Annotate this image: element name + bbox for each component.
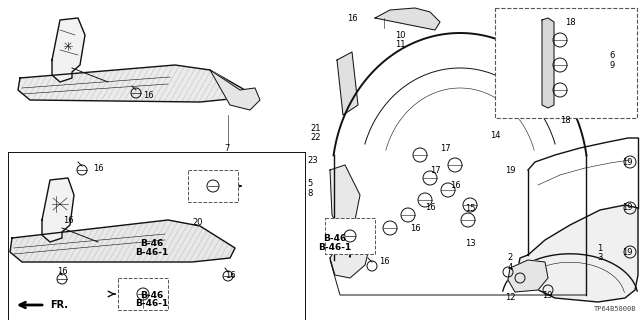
Text: 15: 15 xyxy=(465,204,476,212)
Text: 4: 4 xyxy=(508,262,513,271)
Text: 3: 3 xyxy=(597,253,603,262)
Text: 7: 7 xyxy=(224,143,230,153)
Polygon shape xyxy=(518,205,638,302)
Text: FR.: FR. xyxy=(50,300,68,310)
Text: 23: 23 xyxy=(308,156,318,164)
Text: 11: 11 xyxy=(395,39,405,49)
Text: 13: 13 xyxy=(465,238,476,247)
Text: 2: 2 xyxy=(508,253,513,262)
Bar xyxy=(495,8,637,118)
Text: 16: 16 xyxy=(143,91,154,100)
Text: 22: 22 xyxy=(311,132,321,141)
Text: B-46-1: B-46-1 xyxy=(136,247,168,257)
Polygon shape xyxy=(52,18,85,82)
Text: 19: 19 xyxy=(505,165,515,174)
Text: TP64B5000B: TP64B5000B xyxy=(593,306,636,312)
Polygon shape xyxy=(10,220,235,262)
Text: 16: 16 xyxy=(347,13,357,22)
Text: 16: 16 xyxy=(63,215,74,225)
Text: 5: 5 xyxy=(307,179,312,188)
Text: 9: 9 xyxy=(609,60,614,69)
Text: 19: 19 xyxy=(621,247,632,257)
Text: 18: 18 xyxy=(560,116,570,124)
Text: 17: 17 xyxy=(429,165,440,174)
Text: B-46: B-46 xyxy=(323,234,347,243)
Text: 19: 19 xyxy=(621,157,632,166)
Text: B-46-1: B-46-1 xyxy=(136,300,168,308)
Text: 16: 16 xyxy=(425,203,435,212)
Polygon shape xyxy=(337,52,358,115)
Polygon shape xyxy=(508,260,548,292)
Text: 19: 19 xyxy=(621,203,632,212)
Text: B-46-1: B-46-1 xyxy=(318,243,351,252)
Polygon shape xyxy=(330,165,360,230)
Text: 18: 18 xyxy=(564,18,575,27)
Text: 19: 19 xyxy=(541,291,552,300)
Bar xyxy=(118,278,168,310)
Polygon shape xyxy=(330,228,370,278)
Text: 21: 21 xyxy=(311,124,321,132)
Polygon shape xyxy=(42,178,74,242)
Text: 17: 17 xyxy=(440,143,451,153)
Text: 16: 16 xyxy=(450,180,460,189)
Text: 14: 14 xyxy=(490,131,500,140)
Text: B-46: B-46 xyxy=(140,291,164,300)
Polygon shape xyxy=(375,8,440,30)
Polygon shape xyxy=(542,18,554,108)
Text: 6: 6 xyxy=(609,51,614,60)
Text: 20: 20 xyxy=(193,218,204,227)
Text: B-46: B-46 xyxy=(140,238,164,247)
Text: 16: 16 xyxy=(379,258,389,267)
Text: 16: 16 xyxy=(57,268,67,276)
Polygon shape xyxy=(210,70,260,110)
Text: 8: 8 xyxy=(307,188,313,197)
Text: 16: 16 xyxy=(93,164,103,172)
Text: 12: 12 xyxy=(505,292,515,301)
Text: 16: 16 xyxy=(410,223,420,233)
Bar xyxy=(188,170,238,202)
Bar xyxy=(325,218,375,254)
Text: 16: 16 xyxy=(225,270,236,279)
Text: 1: 1 xyxy=(597,244,603,252)
Polygon shape xyxy=(18,65,245,102)
Text: 10: 10 xyxy=(395,30,405,39)
